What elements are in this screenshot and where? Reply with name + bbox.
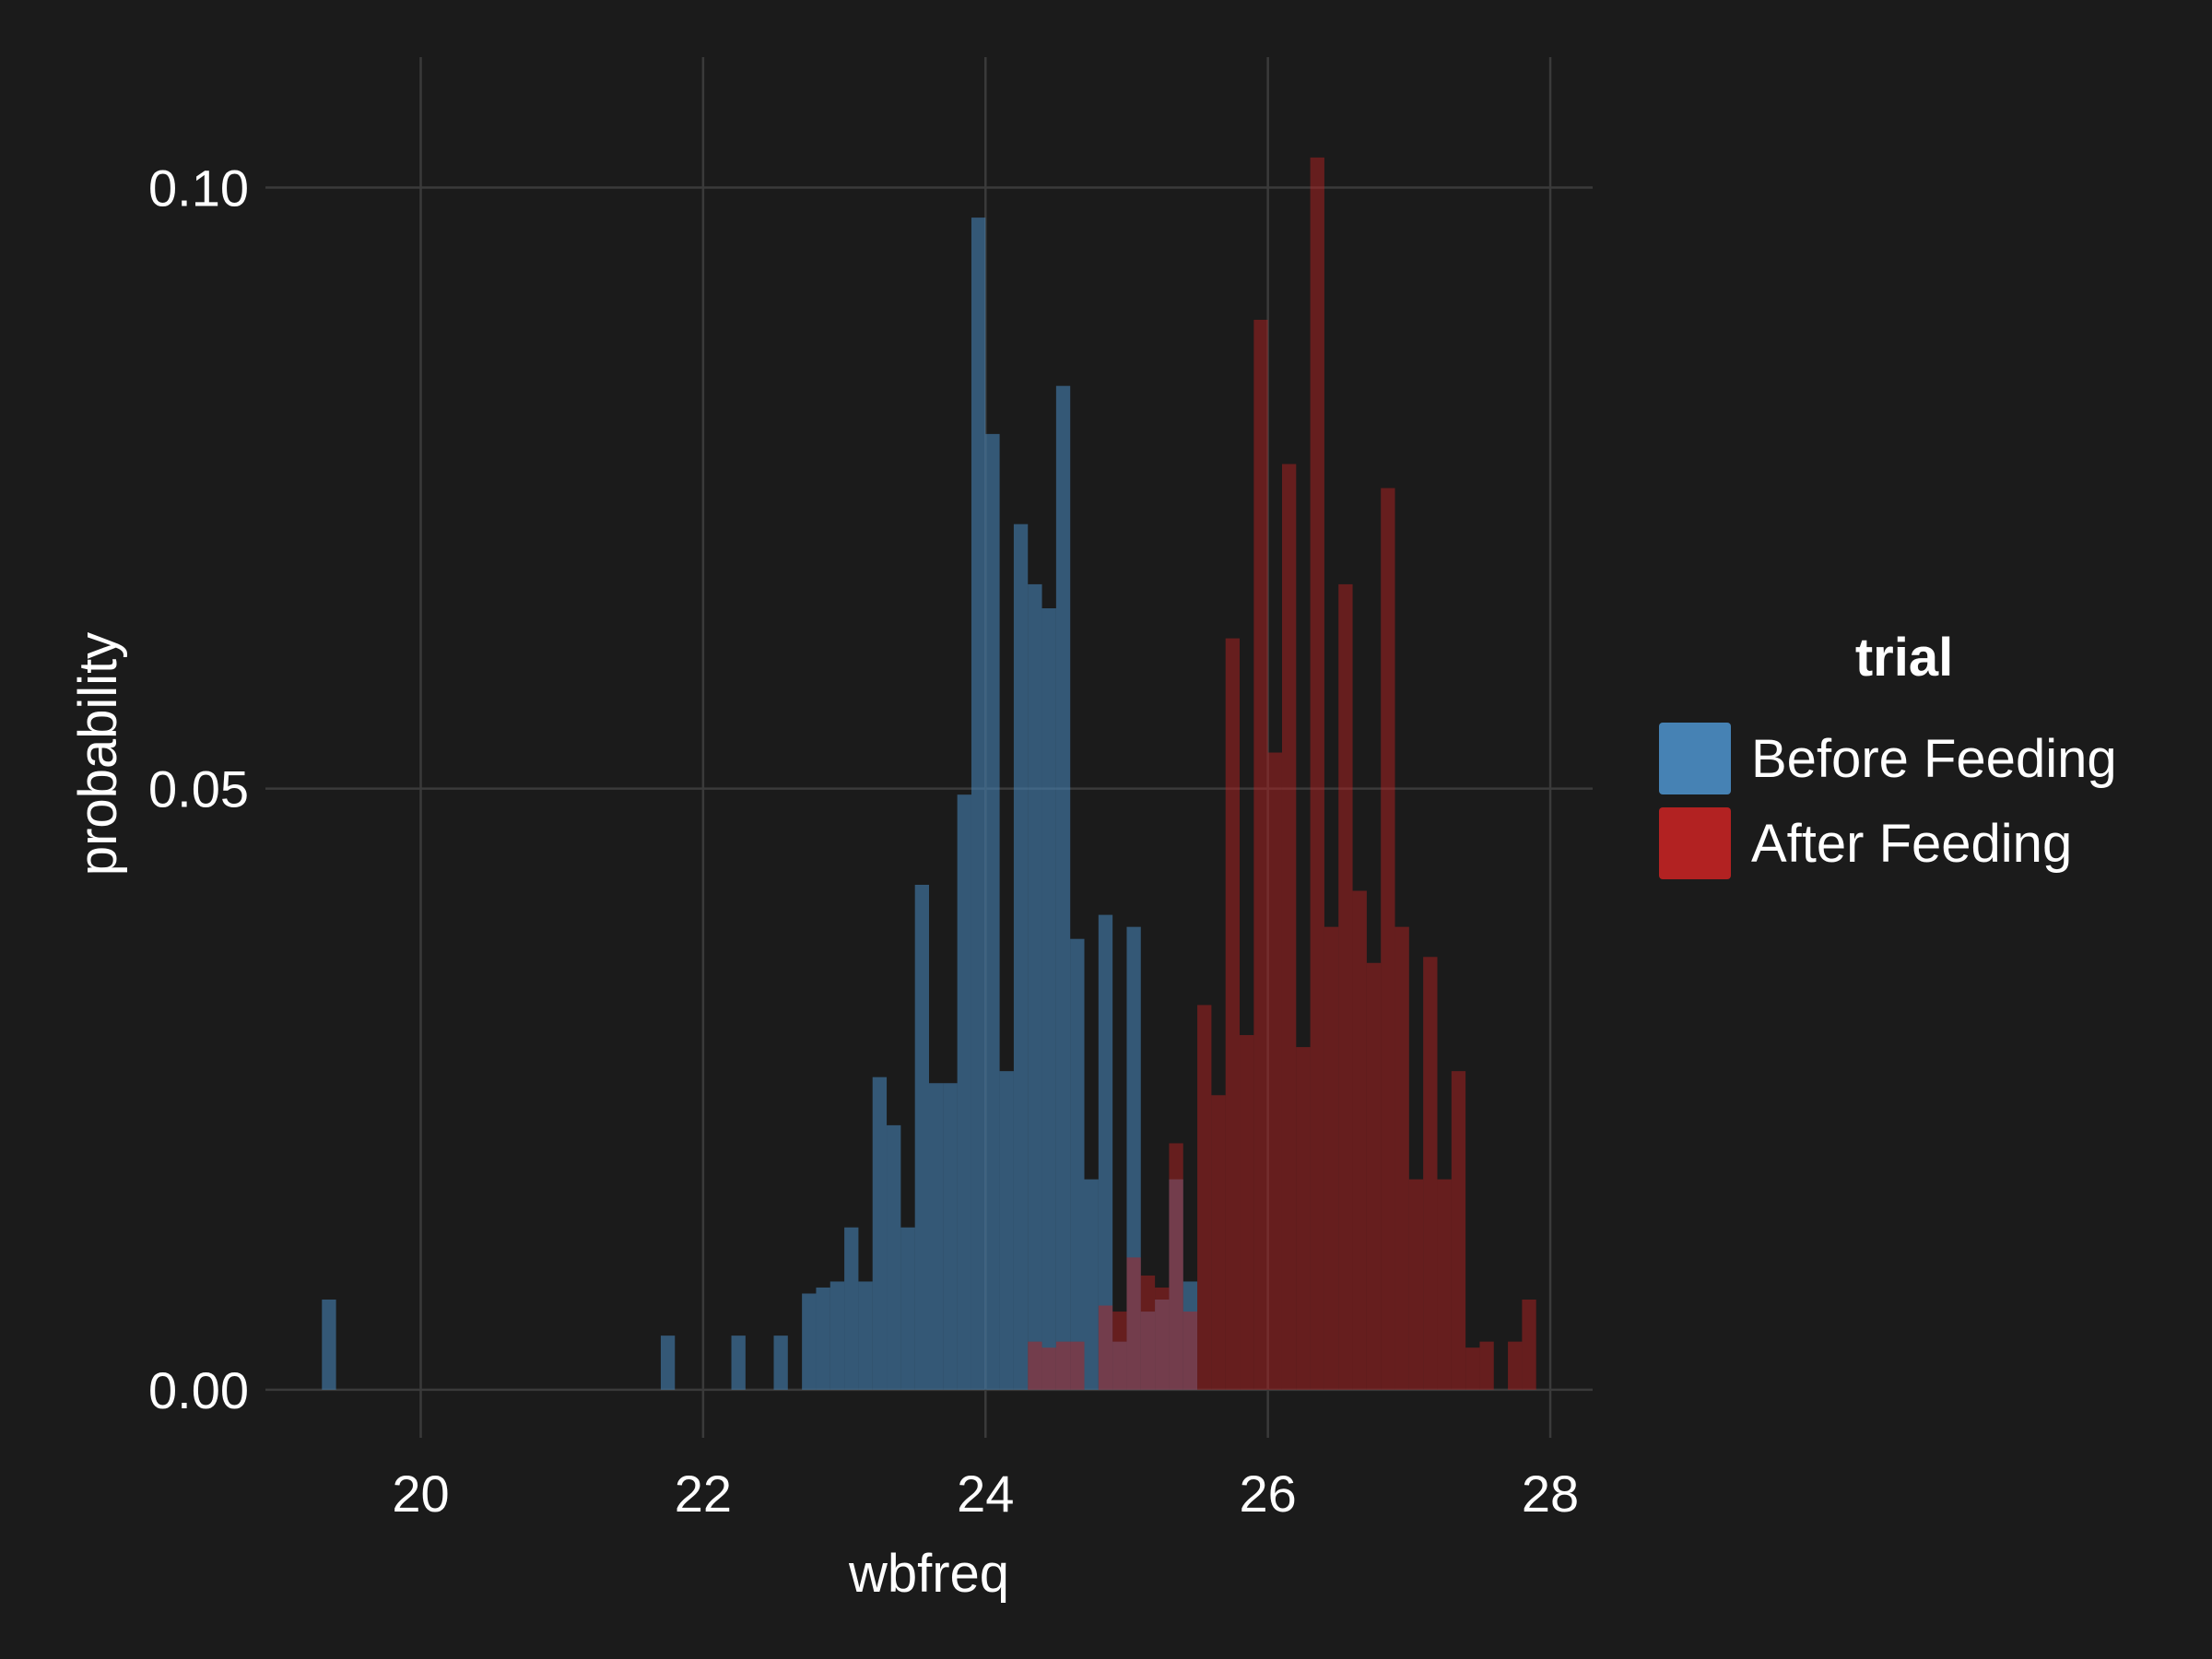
- bar-after-feeding: [1451, 1071, 1466, 1390]
- bar-before-feeding: [773, 1335, 788, 1390]
- bar-before-feeding: [816, 1287, 830, 1390]
- bar-after-feeding: [1381, 488, 1395, 1390]
- bar-before-feeding: [322, 1300, 336, 1390]
- bar-after-feeding: [1423, 957, 1438, 1390]
- bar-before-feeding: [872, 1077, 888, 1390]
- bar-after-feeding: [1112, 1312, 1127, 1390]
- axis-ticks: 20 22 24 26 28 0.00 0.05 0.10: [148, 159, 1579, 1523]
- bar-before-feeding: [887, 1124, 901, 1390]
- legend: trial Before Feeding After Feeding: [1659, 628, 2117, 879]
- bar-before-feeding: [830, 1281, 845, 1390]
- x-tick-label: 20: [392, 1465, 449, 1523]
- x-tick-label: 26: [1240, 1465, 1297, 1523]
- x-tick-label: 22: [675, 1465, 732, 1523]
- x-axis-title: wbfreq: [848, 1544, 1009, 1604]
- bar-before-feeding: [971, 218, 986, 1390]
- bar-before-feeding: [660, 1335, 676, 1390]
- legend-title: trial: [1855, 628, 1953, 688]
- bar-before-feeding: [1098, 914, 1113, 1390]
- y-axis-title: probability: [68, 632, 128, 876]
- bar-after-feeding: [1169, 1143, 1183, 1390]
- bar-after-feeding: [1366, 962, 1382, 1390]
- bar-before-feeding: [731, 1335, 746, 1390]
- y-tick-label: 0.00: [148, 1361, 249, 1419]
- bar-after-feeding: [1465, 1347, 1480, 1390]
- bar-after-feeding: [1310, 157, 1324, 1390]
- y-tick-label: 0.05: [148, 760, 249, 818]
- bar-before-feeding: [943, 1083, 958, 1390]
- bar-before-feeding: [1070, 938, 1085, 1390]
- histogram-bars: [322, 157, 1536, 1390]
- bar-before-feeding: [957, 794, 971, 1390]
- bar-after-feeding: [1281, 464, 1297, 1390]
- bar-before-feeding: [1028, 583, 1042, 1390]
- bar-after-feeding: [1211, 1095, 1226, 1390]
- bar-after-feeding: [1394, 926, 1409, 1390]
- bar-after-feeding: [1028, 1341, 1042, 1390]
- bar-after-feeding: [1140, 1275, 1156, 1390]
- bar-before-feeding: [999, 1071, 1014, 1390]
- legend-swatch-before-feeding: [1659, 723, 1731, 794]
- bar-after-feeding: [1296, 1047, 1311, 1390]
- bar-after-feeding: [1126, 1257, 1141, 1390]
- bar-before-feeding: [802, 1293, 817, 1390]
- bar-after-feeding: [1182, 1312, 1198, 1390]
- bar-after-feeding: [1041, 1347, 1056, 1390]
- legend-swatch-after-feeding: [1659, 807, 1731, 879]
- bar-before-feeding: [985, 433, 1000, 1390]
- bar-after-feeding: [1352, 890, 1367, 1390]
- x-tick-label: 28: [1522, 1465, 1579, 1523]
- bar-after-feeding: [1522, 1300, 1536, 1390]
- bar-after-feeding: [1225, 638, 1241, 1390]
- x-tick-label: 24: [957, 1465, 1014, 1523]
- bar-after-feeding: [1098, 1305, 1113, 1390]
- y-tick-label: 0.10: [148, 159, 249, 217]
- bar-after-feeding: [1155, 1287, 1170, 1390]
- bar-before-feeding: [929, 1083, 944, 1390]
- bar-after-feeding: [1197, 1005, 1212, 1390]
- legend-label-after-feeding: After Feeding: [1751, 814, 2072, 874]
- legend-label-before-feeding: Before Feeding: [1751, 729, 2117, 789]
- bar-after-feeding: [1070, 1341, 1085, 1390]
- bar-after-feeding: [1479, 1341, 1494, 1390]
- bar-after-feeding: [1437, 1179, 1452, 1390]
- bar-before-feeding: [1013, 524, 1029, 1390]
- bar-before-feeding: [1084, 1179, 1099, 1390]
- bar-before-feeding: [1041, 608, 1056, 1390]
- bar-after-feeding: [1508, 1341, 1523, 1390]
- bar-before-feeding: [1055, 385, 1071, 1390]
- bar-after-feeding: [1338, 583, 1353, 1390]
- bar-after-feeding: [1253, 319, 1268, 1390]
- bar-after-feeding: [1267, 752, 1282, 1390]
- bar-after-feeding: [1408, 1179, 1424, 1390]
- bar-before-feeding: [900, 1227, 915, 1390]
- bar-after-feeding: [1324, 926, 1339, 1390]
- bar-before-feeding: [914, 885, 929, 1390]
- bar-after-feeding: [1240, 1035, 1254, 1390]
- bar-before-feeding: [858, 1281, 873, 1390]
- bar-after-feeding: [1055, 1341, 1071, 1390]
- bar-before-feeding: [844, 1227, 859, 1390]
